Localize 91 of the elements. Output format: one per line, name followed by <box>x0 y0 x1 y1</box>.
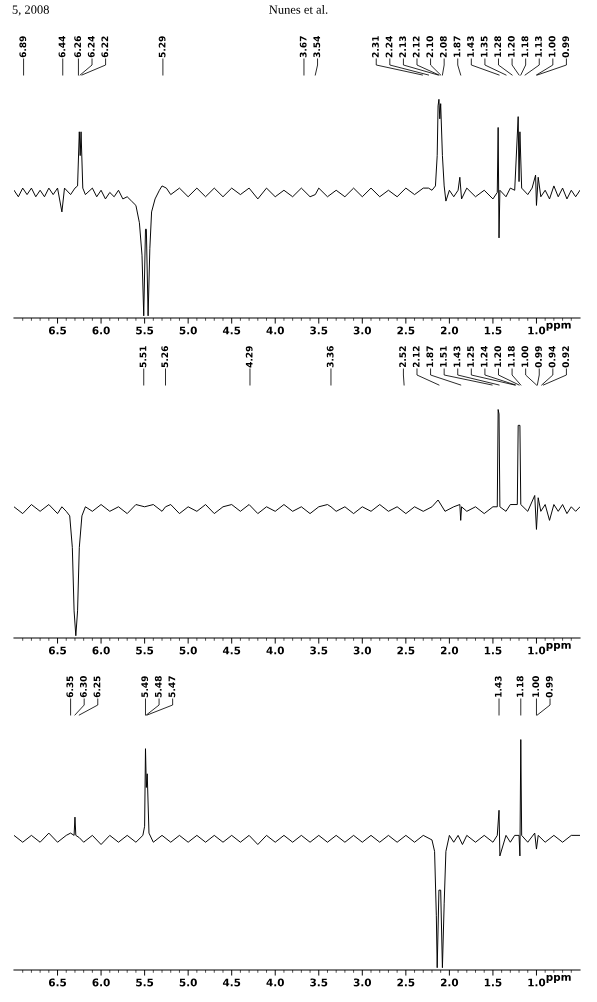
annotation: 5.48 <box>154 676 162 698</box>
annotation: 2.24 <box>385 36 393 58</box>
annotation: 6.22 <box>101 36 109 58</box>
x-tick-label: 1.5 <box>484 326 502 335</box>
x-tick-label: 6.5 <box>48 978 67 987</box>
annotation: 5.49 <box>141 676 149 698</box>
x-tick-label: 6.0 <box>92 326 110 335</box>
x-tick-label: 2.5 <box>397 326 415 335</box>
x-axis-title: ppm <box>546 322 571 331</box>
x-tick-label: 2.0 <box>440 978 459 987</box>
annotation: 1.24 <box>480 345 488 367</box>
annotation: 1.18 <box>507 346 515 367</box>
x-tick-label: 1.0 <box>528 326 546 335</box>
annotation: 1.25 <box>467 346 474 367</box>
annotation: 1.00 <box>532 675 540 697</box>
annotation: 0.92 <box>562 346 570 368</box>
annotation: 1.00 <box>521 345 529 367</box>
x-tick-label: 1.5 <box>484 646 502 655</box>
x-tick-label: 5.5 <box>136 646 154 655</box>
annotation: 6.35 <box>66 676 74 698</box>
x-tick-label: 3.5 <box>310 646 328 655</box>
x-tick-label: 5.0 <box>179 978 197 987</box>
annotation: 3.54 <box>313 36 321 58</box>
annotation: 0.99 <box>535 346 542 368</box>
annotation: 5.26 <box>161 346 169 368</box>
annotation: 1.20 <box>494 345 502 367</box>
x-tick-label: 4.5 <box>222 326 241 335</box>
annotation: 2.52 <box>399 346 407 368</box>
x-tick-label: 1.0 <box>528 978 546 987</box>
x-tick-label: 4.5 <box>222 646 241 655</box>
x-tick-label: 1.5 <box>484 978 502 987</box>
annotation: 6.25 <box>93 676 101 698</box>
annotation: 1.18 <box>516 676 524 697</box>
annotation: 3.36 <box>326 346 334 368</box>
x-tick-label: 6.5 <box>48 326 67 335</box>
x-axis-title: ppm <box>546 642 571 651</box>
annotation: 0.99 <box>545 676 553 698</box>
annotation: 1.87 <box>426 346 434 367</box>
annotation: 6.44 <box>58 36 66 58</box>
annotation: 1.35 <box>480 36 488 57</box>
x-tick-label: 2.5 <box>397 646 415 655</box>
x-tick-label: 5.5 <box>136 326 154 335</box>
annotation: 0.94 <box>548 345 556 368</box>
x-tick-label: 5.0 <box>179 646 197 655</box>
x-tick-label: 6.0 <box>92 978 110 987</box>
x-tick-label: 3.5 <box>310 326 328 335</box>
annotation: 5.51 <box>139 346 147 368</box>
annotation: 2.12 <box>412 36 420 58</box>
x-tick-label: 3.0 <box>353 326 372 335</box>
annotation: 1.20 <box>507 36 515 57</box>
annotation: 1.18 <box>521 36 529 57</box>
annotation: 5.47 <box>168 676 176 698</box>
x-tick-label: 5.0 <box>179 326 197 335</box>
x-axis-title: ppm <box>546 974 571 983</box>
x-tick-label: 6.5 <box>48 646 67 655</box>
x-tick-label: 2.5 <box>397 978 415 987</box>
text: Nunes et al. <box>269 5 328 14</box>
annotation: 0.99 <box>562 36 570 58</box>
annotation: 1.51 <box>440 346 447 367</box>
x-tick-label: 4.0 <box>266 978 284 987</box>
x-tick-label: 4.0 <box>266 646 284 655</box>
annotation: 6.26 <box>74 36 82 58</box>
x-tick-label: 3.5 <box>310 978 328 987</box>
annotation: 5.29 <box>158 36 166 58</box>
annotation: 2.13 <box>399 36 407 58</box>
x-tick-label: 2.0 <box>440 326 459 335</box>
annotation: 1.28 <box>494 36 502 57</box>
annotation: 1.43 <box>494 676 502 697</box>
x-tick-label: 2.0 <box>440 646 459 655</box>
x-tick-label: 4.5 <box>222 978 241 987</box>
annotation: 2.12 <box>412 346 420 368</box>
annotation: 2.10 <box>426 36 434 58</box>
x-tick-label: 3.0 <box>353 978 372 987</box>
annotation: 1.43 <box>453 346 461 367</box>
annotation: 6.24 <box>87 36 95 58</box>
x-tick-label: 6.0 <box>92 646 110 655</box>
x-tick-label: 5.5 <box>136 978 154 987</box>
annotation: 3.67 <box>299 36 307 58</box>
x-tick-label: 4.0 <box>266 326 284 335</box>
annotation: 1.13 <box>535 36 542 57</box>
annotation: 1.87 <box>453 36 461 57</box>
annotation: 4.29 <box>245 346 253 368</box>
x-tick-label: 1.0 <box>528 646 546 655</box>
annotation: 1.00 <box>548 36 556 57</box>
annotation: 2.08 <box>439 36 447 58</box>
text: 5, 2008 <box>12 5 49 16</box>
annotation: 6.89 <box>19 36 27 58</box>
annotation: 1.43 <box>467 36 474 57</box>
annotation: 2.31 <box>372 36 379 58</box>
annotation: 6.30 <box>79 675 87 698</box>
x-tick-label: 3.0 <box>353 646 372 655</box>
